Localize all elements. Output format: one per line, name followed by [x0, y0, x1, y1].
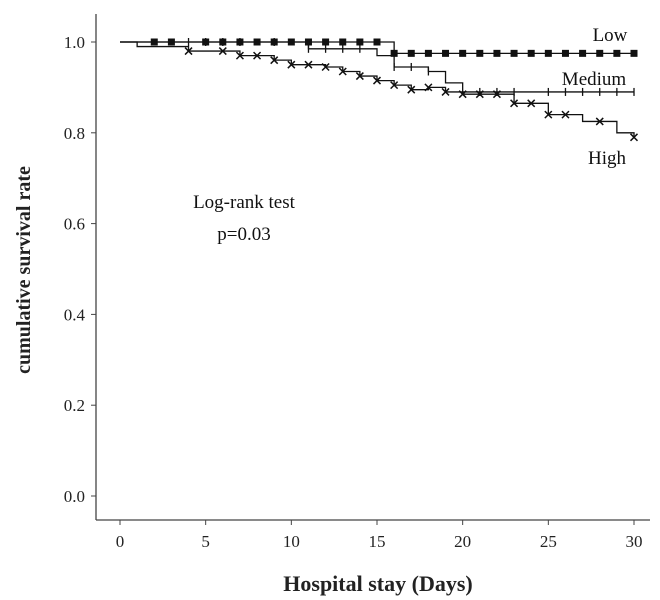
y-tick-label: 0.4 [64, 305, 86, 324]
censor-mark-low [356, 38, 364, 46]
x-tick-label: 15 [369, 532, 386, 551]
censor-mark-low [339, 38, 347, 46]
censor-mark-low [527, 49, 535, 57]
censor-mark-high [629, 133, 639, 142]
censor-mark-high [355, 72, 364, 81]
censor-mark-low [510, 49, 518, 57]
censor-mark-low [407, 49, 415, 57]
x-tick-label: 5 [201, 532, 210, 551]
ticks: 0 5 10 15 20 25 30 0.0 0.2 0.4 0.6 0.8 1.0 [64, 33, 643, 551]
censor-mark-low [613, 49, 621, 57]
censor-mark-high [441, 87, 450, 96]
censor-mark-high [372, 76, 382, 85]
series-label-low: Low [593, 25, 628, 46]
censor-mark-low [544, 49, 552, 57]
censor-mark-low [459, 49, 467, 57]
censor-mark-low [390, 49, 398, 57]
censor-mark-high [510, 99, 519, 108]
censor-mark-high [235, 51, 244, 60]
y-tick-label: 1.0 [64, 33, 85, 52]
censor-mark-high [407, 85, 416, 94]
censor-mark-high [424, 83, 433, 92]
censor-mark-high [390, 81, 399, 90]
censor-mark-low [373, 38, 381, 46]
censor-mark-low [424, 49, 432, 57]
censor-mark-low [476, 49, 484, 57]
y-axis-label: cumulative survival rate [13, 166, 35, 374]
censor-mark-high [338, 67, 347, 76]
censor-mark-high [270, 56, 279, 65]
x-tick-label: 20 [454, 532, 471, 551]
censor-mark-low [596, 49, 604, 57]
axes [95, 14, 650, 521]
censor-mark-low [630, 49, 638, 57]
censor-mark-high [321, 62, 330, 72]
censor-mark-low [322, 38, 330, 46]
y-tick-label: 0.0 [64, 487, 85, 506]
x-axis-label: Hospital stay (Days) [283, 571, 472, 596]
y-tick-label: 0.2 [64, 396, 85, 415]
series-line-medium [120, 41, 634, 93]
censor-mark-high [527, 99, 536, 108]
censor-mark-low [442, 49, 450, 57]
series-label-medium: Medium [562, 69, 627, 90]
x-tick-label: 25 [540, 532, 557, 551]
censor-mark-high [253, 51, 262, 60]
y-tick-label: 0.8 [64, 124, 85, 143]
y-tick-label: 0.6 [64, 215, 85, 234]
series-group: Low Medium High [120, 25, 639, 169]
censor-mark-high [544, 110, 553, 119]
censor-mark-high [595, 117, 604, 126]
censor-mark-high [304, 60, 313, 69]
series-label-high: High [588, 148, 627, 169]
censor-mark-high [287, 60, 296, 69]
censor-mark-high [218, 47, 227, 56]
censor-mark-high [492, 90, 501, 99]
annotation-test: Log-rank test [193, 192, 296, 213]
labels: Hospital stay (Days) cumulative survival… [13, 166, 473, 596]
censor-mark-high [184, 47, 193, 56]
censor-mark-high [458, 90, 467, 99]
series-line-high [120, 41, 635, 138]
censor-mark-high [561, 110, 570, 119]
annotation-pvalue: p=0.03 [217, 224, 270, 245]
x-tick-label: 30 [626, 532, 643, 551]
censor-mark-low [579, 49, 587, 57]
censor-mark-high [475, 90, 484, 99]
censor-mark-low [493, 49, 501, 57]
x-tick-label: 0 [116, 532, 125, 551]
censor-mark-low [561, 49, 569, 57]
x-tick-label: 10 [283, 532, 300, 551]
